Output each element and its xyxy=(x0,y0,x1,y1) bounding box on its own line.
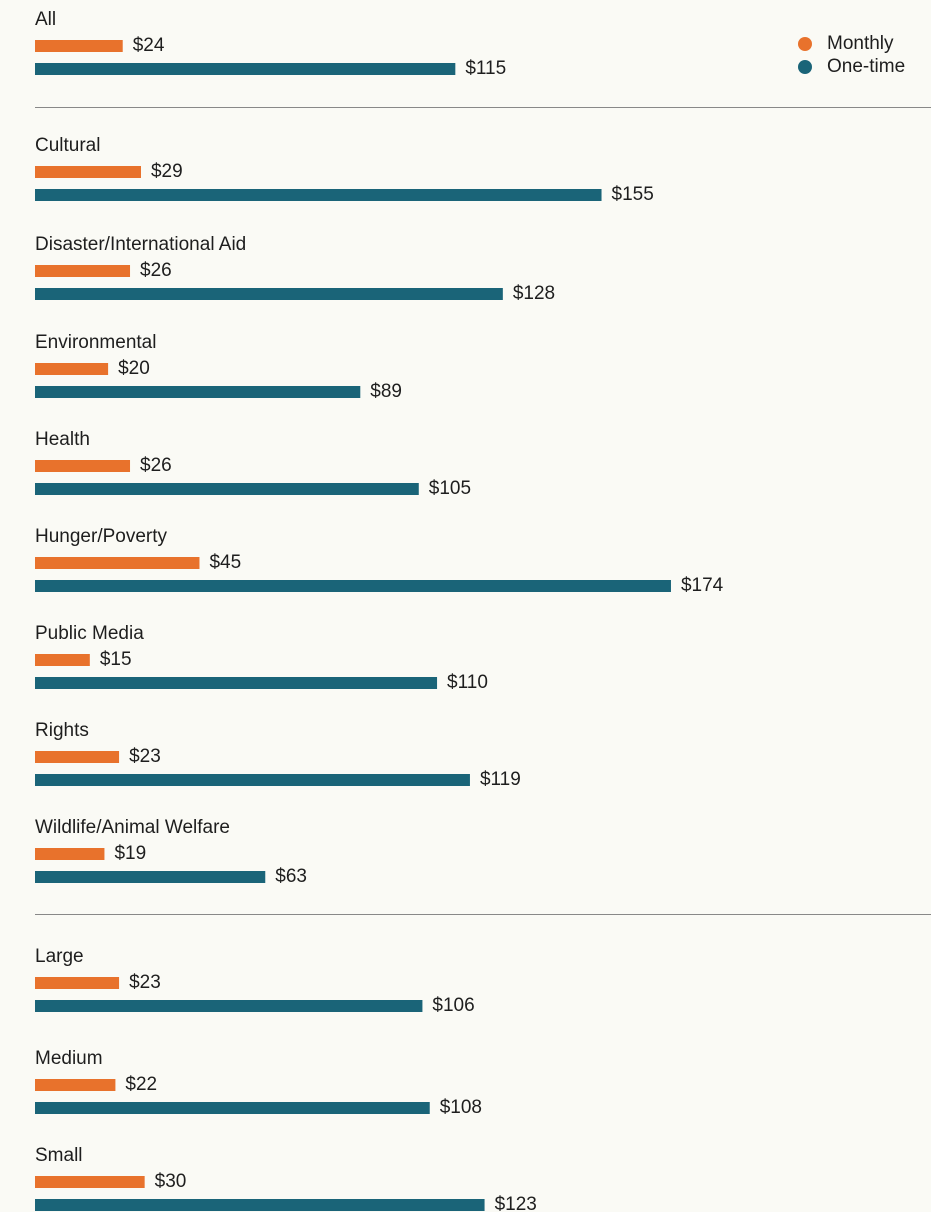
bar xyxy=(35,977,120,989)
value-label: $30 xyxy=(155,1171,187,1192)
bar xyxy=(35,1199,485,1211)
bar xyxy=(35,1079,116,1091)
value-label: $23 xyxy=(129,746,161,767)
value-label: $15 xyxy=(100,649,132,670)
value-label: $89 xyxy=(370,381,402,402)
category-label: Wildlife/Animal Welfare xyxy=(35,817,230,838)
value-label: $26 xyxy=(140,260,172,281)
value-label: $45 xyxy=(209,552,241,573)
value-label: $174 xyxy=(681,575,724,596)
bar xyxy=(35,654,90,666)
bar xyxy=(35,265,131,277)
value-label: $105 xyxy=(429,478,471,499)
value-label: $19 xyxy=(114,843,146,864)
category-label: Cultural xyxy=(35,135,100,156)
category-label: Rights xyxy=(35,720,89,741)
bar xyxy=(35,774,470,786)
category-label: Medium xyxy=(35,1048,103,1069)
bar xyxy=(35,363,109,375)
category-label: Large xyxy=(35,946,84,967)
value-label: $108 xyxy=(440,1097,482,1118)
value-label: $20 xyxy=(118,358,150,379)
bar xyxy=(35,848,105,860)
category-label: Disaster/International Aid xyxy=(35,234,246,255)
value-label: $115 xyxy=(465,58,506,79)
bar xyxy=(35,63,456,75)
category-label: Environmental xyxy=(35,332,156,353)
bar xyxy=(35,189,602,201)
value-label: $119 xyxy=(480,769,521,790)
bar xyxy=(35,751,120,763)
value-label: $26 xyxy=(140,455,172,476)
value-label: $23 xyxy=(129,972,161,993)
value-label: $110 xyxy=(447,672,488,693)
bar xyxy=(35,288,503,300)
legend-label: One-time xyxy=(827,56,905,77)
category-label: All xyxy=(35,9,56,30)
value-label: $106 xyxy=(432,995,474,1016)
value-label: $29 xyxy=(151,161,183,182)
bar xyxy=(35,483,419,495)
bar xyxy=(35,871,266,883)
bar xyxy=(35,40,123,52)
bar xyxy=(35,677,438,689)
legend-label: Monthly xyxy=(827,33,894,54)
bar xyxy=(35,166,141,178)
category-label: Health xyxy=(35,429,90,450)
legend-swatch xyxy=(798,60,812,74)
bar xyxy=(35,1176,145,1188)
value-label: $155 xyxy=(612,184,654,205)
bar xyxy=(35,1102,430,1114)
bar xyxy=(35,460,131,472)
value-label: $128 xyxy=(513,283,555,304)
legend-swatch xyxy=(798,37,812,51)
bar xyxy=(35,557,200,569)
value-label: $22 xyxy=(125,1074,157,1095)
value-label: $123 xyxy=(495,1194,537,1212)
category-label: Public Media xyxy=(35,623,144,644)
bar xyxy=(35,580,671,592)
category-label: Small xyxy=(35,1145,83,1166)
value-label: $63 xyxy=(275,866,307,887)
bar xyxy=(35,386,361,398)
category-label: Hunger/Poverty xyxy=(35,526,168,547)
bar xyxy=(35,1000,423,1012)
value-label: $24 xyxy=(133,35,165,56)
